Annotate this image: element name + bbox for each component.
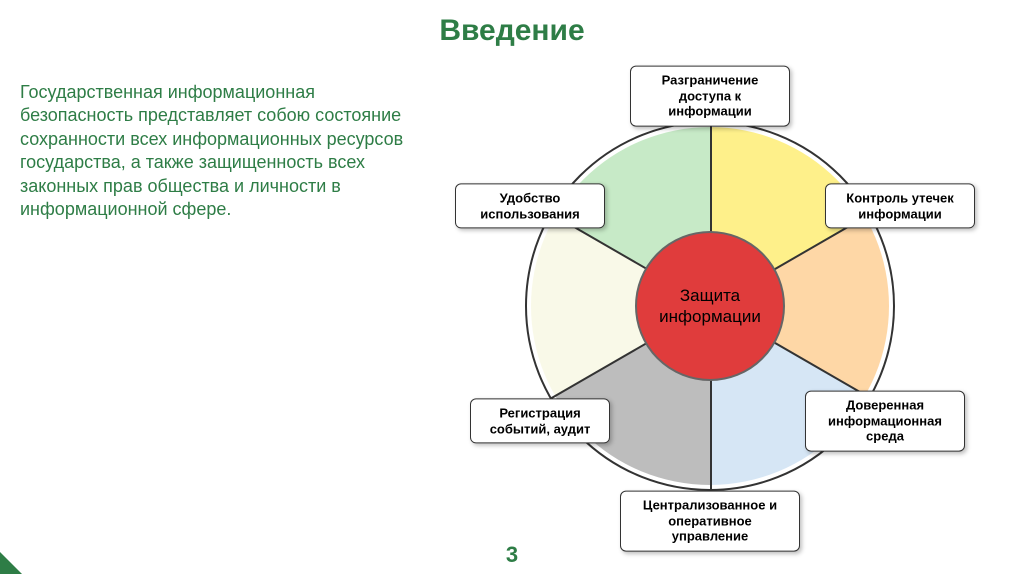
protection-diagram: Защита информации Разграничение доступа … — [430, 56, 990, 556]
pie-label-0: Разграничение доступа к информации — [630, 66, 790, 127]
corner-decoration — [0, 552, 22, 574]
pie-label-4: Регистрация событий, аудит — [470, 398, 610, 443]
pie-label-5: Удобство использования — [455, 183, 605, 228]
pie-center: Защита информации — [635, 231, 785, 381]
intro-paragraph: Государственная информационная безопасно… — [0, 56, 430, 221]
page-title: Введение — [0, 0, 1024, 56]
pie-label-2: Доверенная информационная среда — [805, 391, 965, 452]
pie-center-label: Защита информации — [645, 285, 775, 328]
content-row: Государственная информационная безопасно… — [0, 56, 1024, 556]
pie-label-3: Централизованное и оперативное управлени… — [620, 491, 800, 552]
pie-label-1: Контроль утечек информации — [825, 183, 975, 228]
page-number: 3 — [506, 542, 518, 568]
